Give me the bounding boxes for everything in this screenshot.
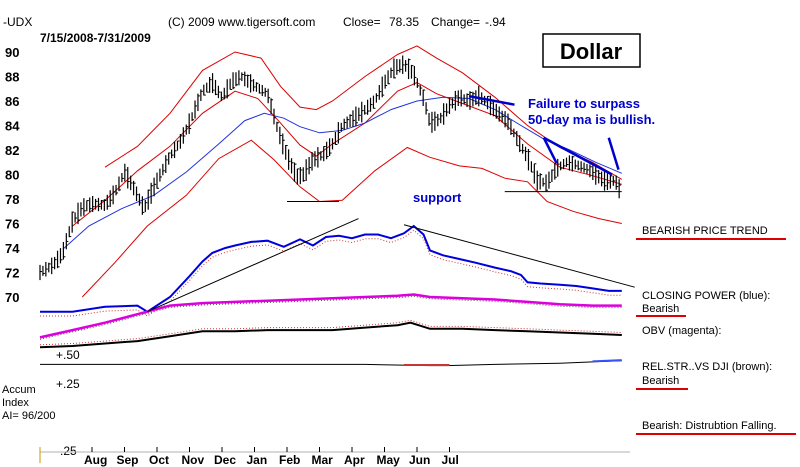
x-tick-label: Aug	[84, 453, 107, 467]
accum-label: Accum	[2, 384, 36, 396]
signal-closing-power: CLOSING POWER (blue):	[642, 290, 770, 302]
failure-annotation-line2: 50-day ma is bullish.	[528, 112, 655, 127]
moving-average-line	[62, 96, 622, 250]
failure-arrow-3	[607, 137, 620, 170]
y-tick-label: 86	[5, 94, 19, 109]
index-label: Index	[2, 397, 29, 409]
cp-downtrend-line	[403, 224, 635, 288]
close-value: 78.35	[389, 15, 419, 29]
x-tick-label: May	[377, 453, 401, 467]
x-tick-label: Jan	[247, 453, 268, 467]
y-tick-label: 82	[5, 143, 19, 158]
price-bars	[39, 55, 622, 281]
signal-bearish-price-trend: BEARISH PRICE TREND	[642, 225, 768, 237]
failure-arrow-2	[543, 136, 613, 176]
obv-ma	[39, 295, 622, 340]
close-label: Close=	[343, 15, 381, 29]
obv-line	[39, 293, 622, 339]
x-tick-label: Feb	[279, 453, 300, 467]
band-lower	[81, 139, 622, 298]
ma50-line	[62, 96, 622, 250]
x-tick-label: Jul	[442, 453, 459, 467]
signal-obv: OBV (magenta):	[642, 325, 721, 337]
support-annotation: support	[413, 190, 462, 205]
rel-str-ma	[39, 319, 622, 346]
change-label: Change=	[431, 15, 480, 29]
x-tick-label: Mar	[312, 453, 334, 467]
band-upper	[104, 45, 623, 180]
failure-arrow-top	[468, 94, 515, 106]
indicator-tick-label: +.50	[56, 348, 80, 362]
x-tick-label: Nov	[182, 453, 205, 467]
indicator-axis: +.50 +.25 -.25	[56, 348, 80, 458]
closing-power-line	[40, 224, 622, 313]
signal-rel-str: REL.STR..VS DJI (brown):	[642, 361, 772, 373]
y-tick-label: 88	[5, 70, 19, 85]
y-tick-label: 84	[5, 119, 20, 134]
y-axis: 90 88 86 84 82 80 78 76 74 72 70	[5, 45, 20, 305]
indicator-tick-label: -.25	[56, 444, 77, 458]
y-tick-label: 80	[5, 168, 19, 183]
cp-uptrend-line	[147, 218, 359, 313]
x-axis: Aug Sep Oct Nov Dec Jan Feb Mar Apr May Jun Jul	[84, 447, 459, 467]
indicator-tick-label: +.25	[56, 377, 80, 391]
y-tick-label: 74	[5, 241, 20, 256]
symbol-label: -UDX	[3, 15, 32, 29]
change-value: -.94	[485, 15, 506, 29]
x-tick-label: Sep	[117, 453, 139, 467]
closing-power-ma	[40, 229, 622, 317]
title-box	[542, 33, 641, 68]
y-tick-label: 90	[5, 45, 19, 60]
copyright-label: (C) 2009 www.tigersoft.com	[168, 15, 315, 29]
x-tick-label: Jun	[409, 453, 430, 467]
x-tick-label: Oct	[149, 453, 169, 467]
ai-value-label: AI= 96/200	[2, 410, 56, 422]
y-tick-label: 78	[5, 192, 19, 207]
signal-rel-str-status: Bearish	[642, 375, 679, 387]
band-lines	[72, 45, 623, 298]
x-tick-label: Apr	[344, 453, 365, 467]
rel-str-line	[39, 321, 622, 349]
y-tick-label: 72	[5, 266, 19, 281]
accum-blue-segment	[592, 359, 622, 363]
y-tick-label: 70	[5, 290, 19, 305]
failure-annotation-line1: Failure to surpass	[528, 96, 640, 111]
date-range-label: 7/15/2008-7/31/2009	[40, 31, 151, 45]
accum-index-line	[40, 360, 622, 367]
indicator-lines	[39, 224, 622, 367]
x-tick-label: Dec	[214, 453, 236, 467]
trend-lines	[147, 94, 635, 313]
chart-title: Dollar	[560, 39, 623, 64]
signal-closing-power-status: Bearish	[642, 303, 679, 315]
signal-accum-distribution: Bearish: Distrubtion Falling.	[642, 420, 777, 432]
y-tick-label: 76	[5, 217, 19, 232]
failure-arrow-1	[542, 137, 558, 165]
